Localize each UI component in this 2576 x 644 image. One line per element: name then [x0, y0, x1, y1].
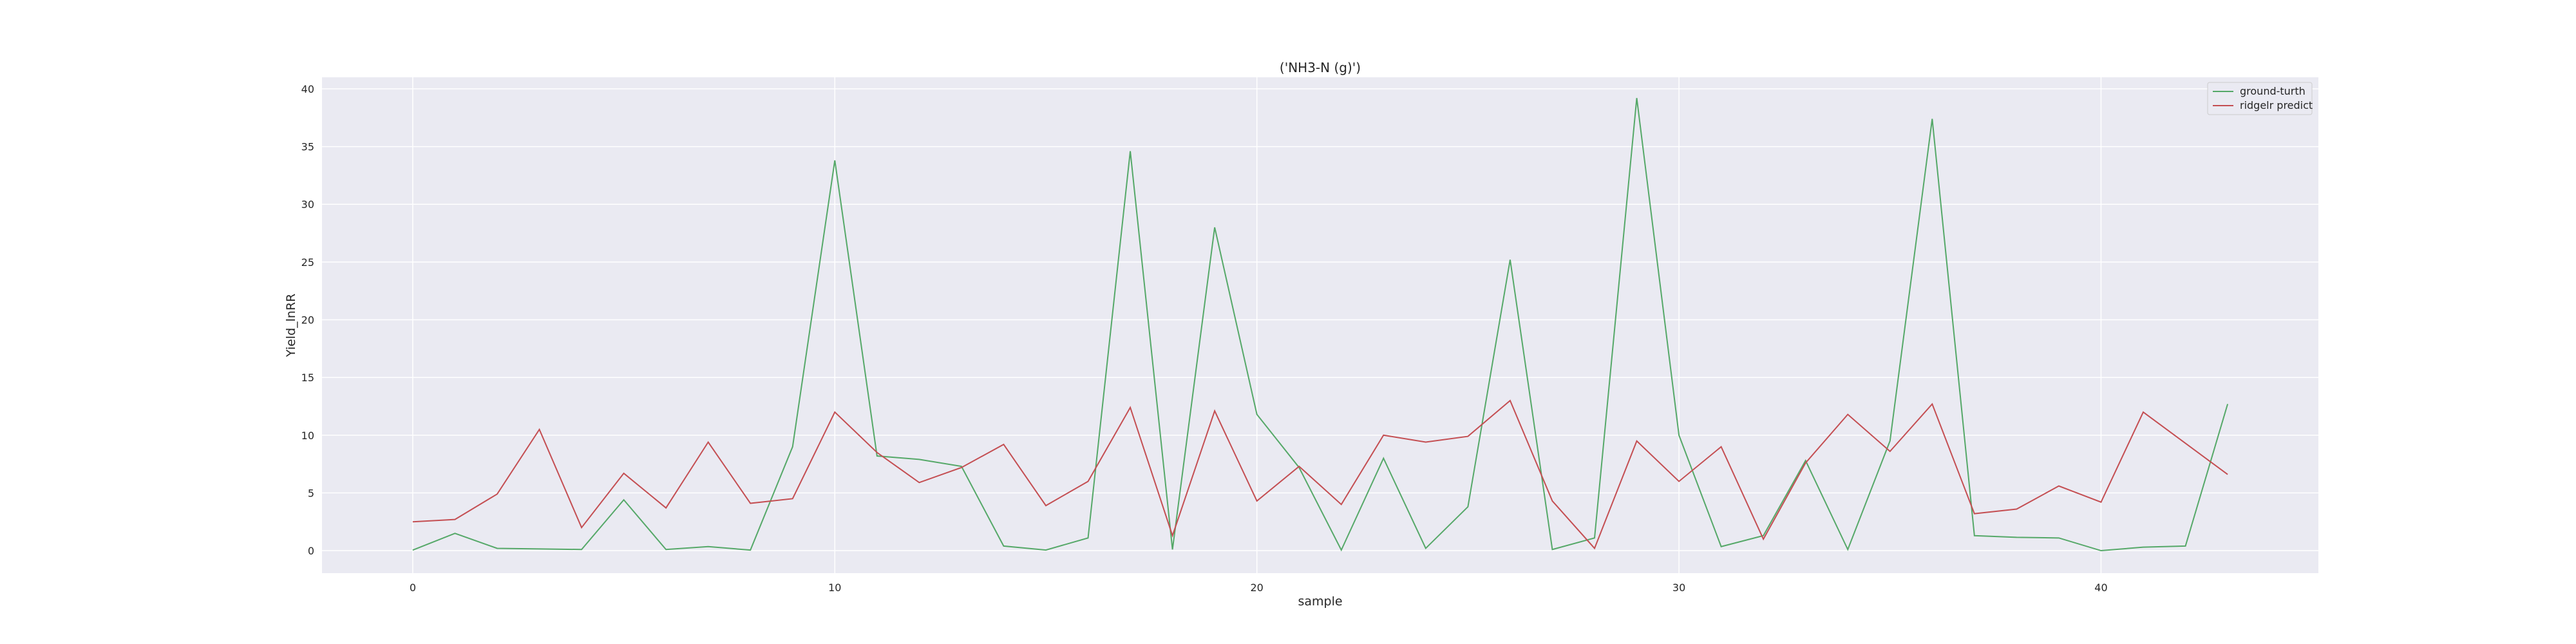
y-tick-label: 10 [301, 430, 314, 442]
y-tick-label: 25 [301, 256, 314, 269]
y-tick-label: 30 [301, 198, 314, 211]
y-tick-label: 5 [308, 487, 314, 499]
x-tick-label: 40 [2094, 582, 2107, 594]
chart-title: ('NH3-N (g)') [1280, 60, 1361, 75]
x-tick-label: 10 [828, 582, 841, 594]
series-line-ridgelr-predict [412, 399, 2228, 550]
y-axis-label: Yield_lnRR [284, 294, 298, 357]
plot-area [322, 77, 2318, 573]
x-tick-labels: 0 10 20 30 40 [410, 582, 2108, 594]
x-tick-label: 30 [1672, 582, 1685, 594]
legend-label-ridgelr-predict: ridgelr predict [2240, 99, 2313, 111]
legend-label-ground-turth: ground-turth [2240, 85, 2306, 97]
y-tick-labels: 0 5 10 15 20 25 30 35 40 [301, 83, 314, 557]
x-tick-label: 20 [1251, 582, 1264, 594]
legend: ground-turth ridgelr predict [2207, 82, 2313, 115]
grid-lines [322, 77, 2318, 573]
legend-box [2207, 82, 2313, 115]
series-lines [412, 98, 2229, 552]
series-line-ground-turth [412, 98, 2229, 552]
x-axis-label: sample [1298, 594, 1342, 609]
y-tick-label: 35 [301, 141, 314, 153]
x-tick-label: 0 [410, 582, 416, 594]
y-tick-label: 15 [301, 372, 314, 384]
y-tick-label: 40 [301, 83, 314, 95]
y-tick-label: 0 [308, 545, 314, 557]
y-tick-label: 20 [301, 314, 314, 326]
